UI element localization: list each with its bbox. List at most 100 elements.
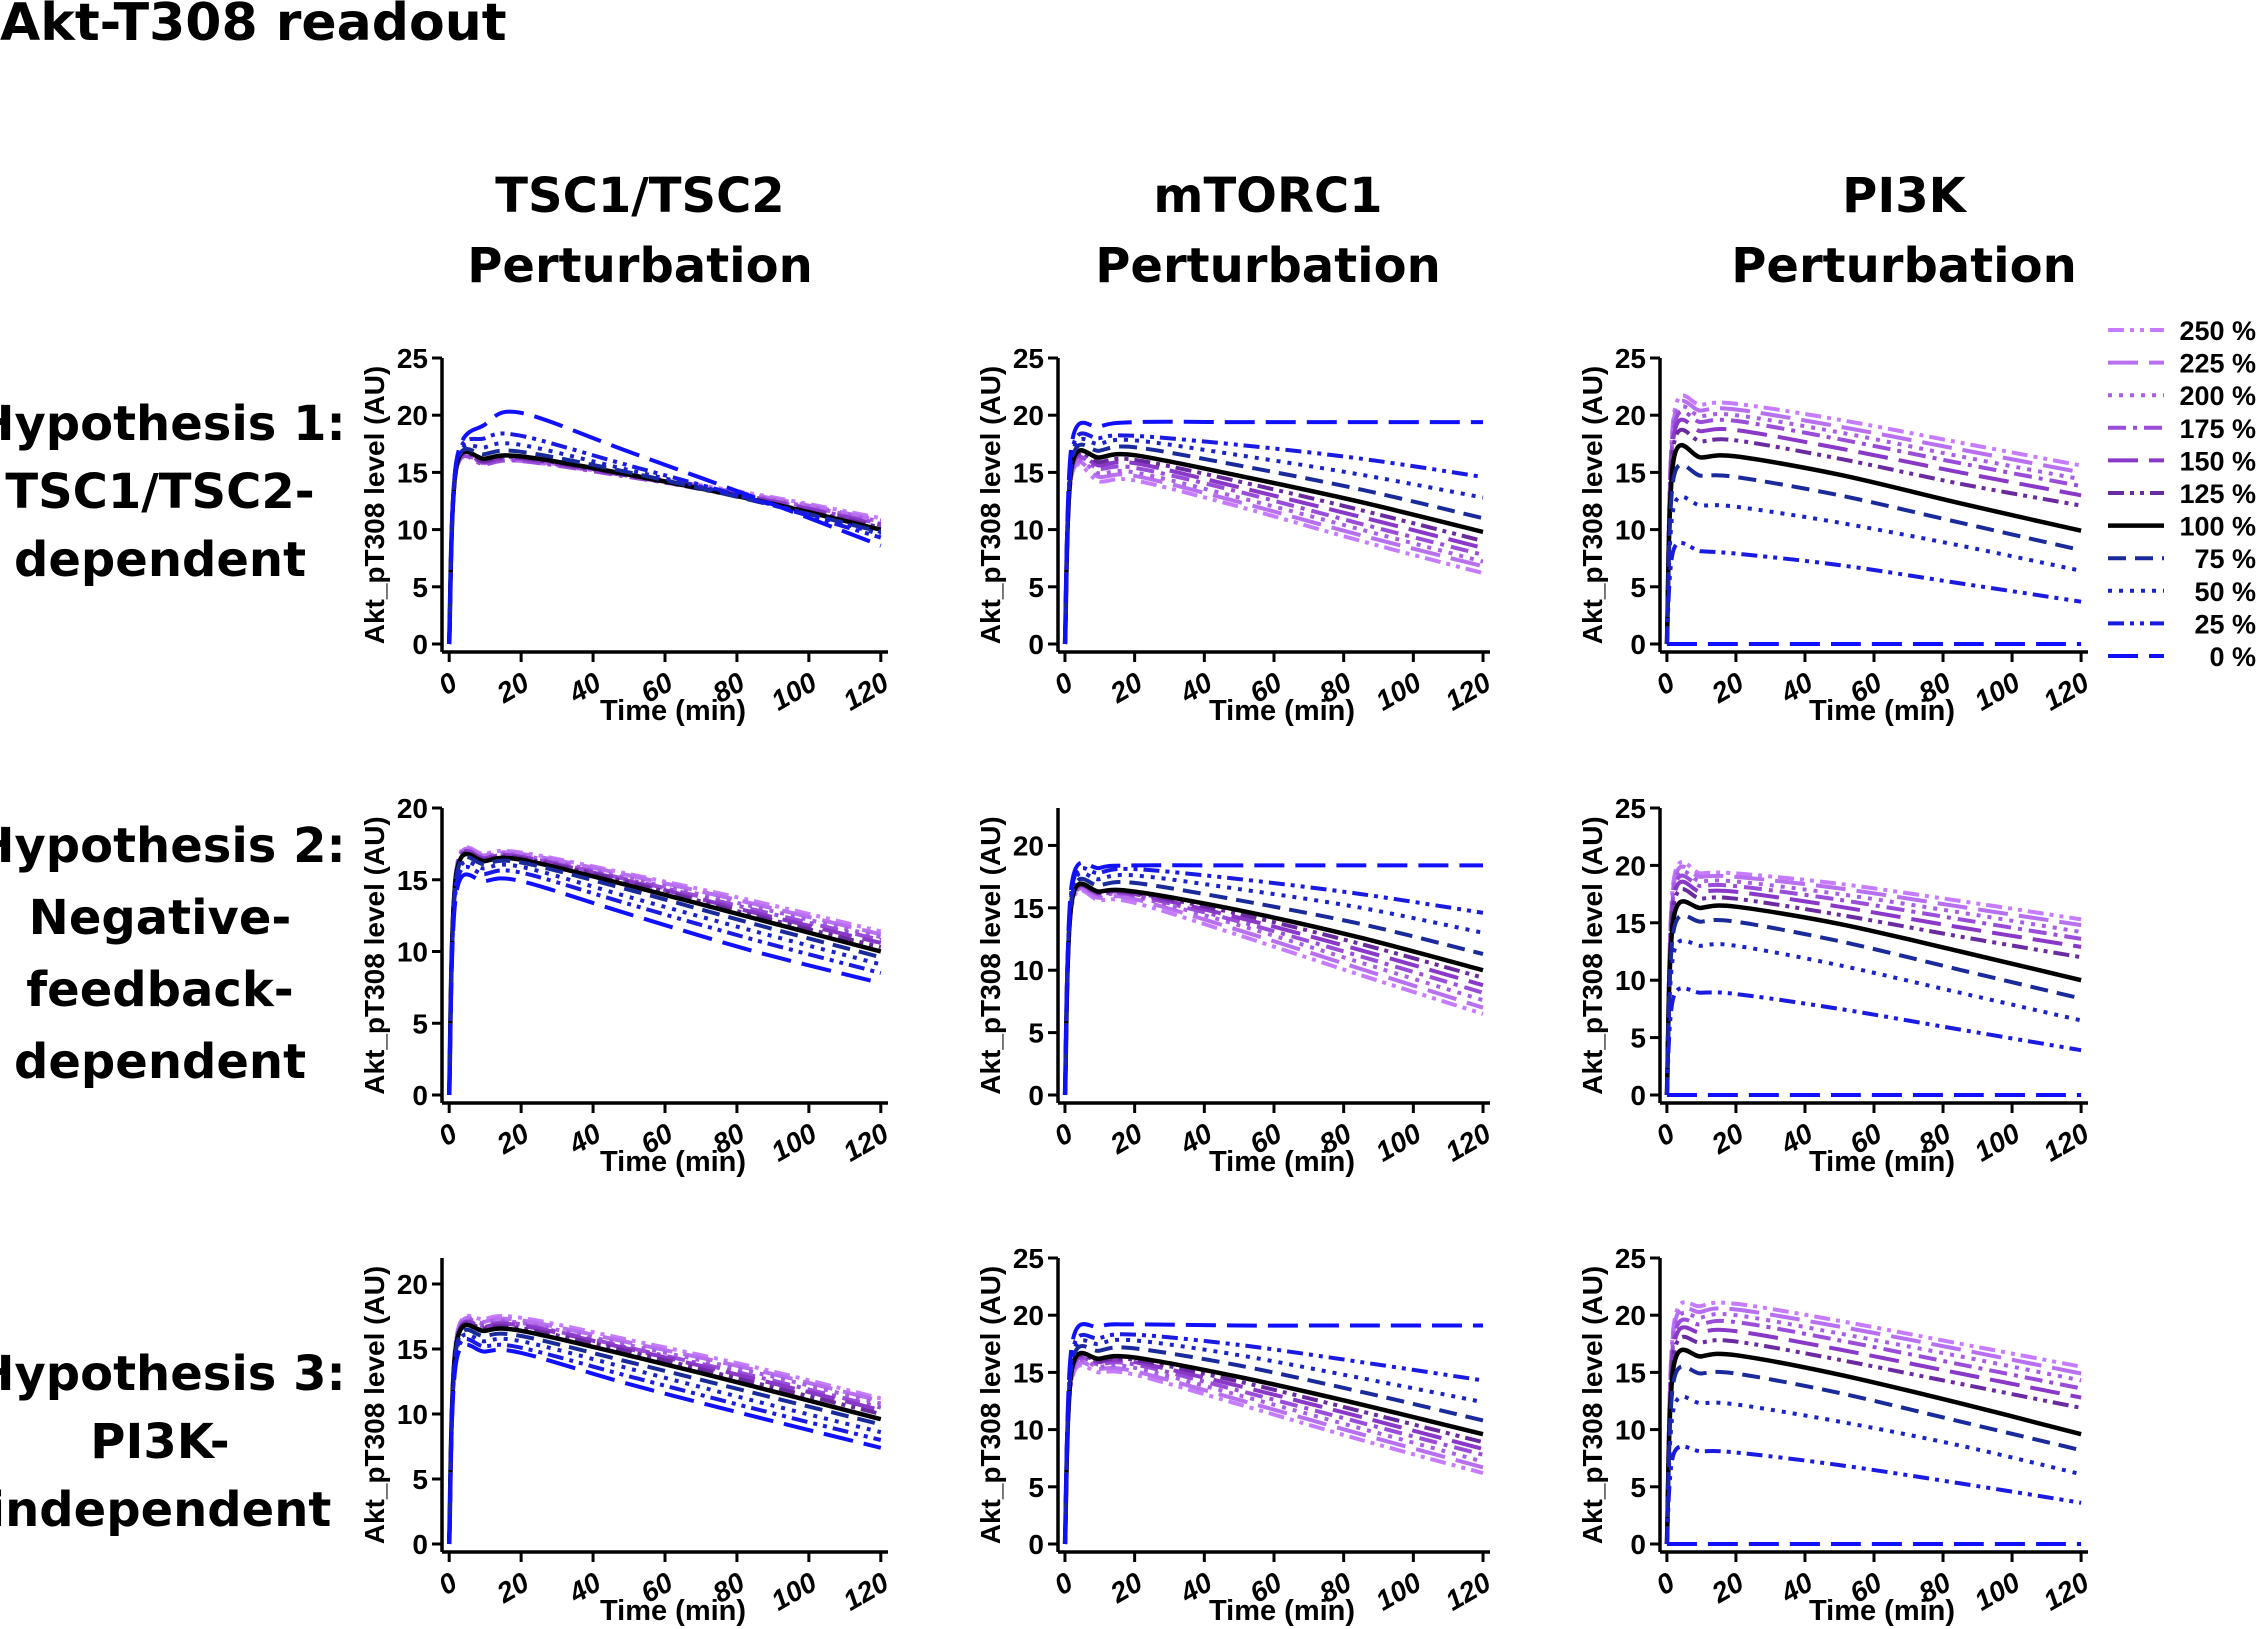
y-tick-label: 0 bbox=[412, 1080, 428, 1111]
legend-label: 0 % bbox=[2209, 642, 2256, 672]
series-line bbox=[1664, 1300, 2082, 1545]
series-line bbox=[447, 847, 882, 1096]
x-tick-label: 20 bbox=[491, 1566, 535, 1609]
series-line bbox=[447, 431, 882, 645]
series-line bbox=[447, 447, 882, 645]
x-tick-label: 120 bbox=[2038, 1566, 2094, 1616]
series-line bbox=[1063, 436, 1484, 645]
figure-title: Akt-T308 readout bbox=[0, 0, 507, 53]
y-tick-label: 0 bbox=[412, 1529, 428, 1560]
row-header-line: dependent bbox=[14, 1034, 306, 1090]
column-header-line: PI3K bbox=[1842, 168, 1967, 224]
series-line bbox=[1063, 1363, 1484, 1545]
y-tick-label: 0 bbox=[1028, 1080, 1044, 1111]
series-line bbox=[1063, 462, 1484, 645]
legend-label: 50 % bbox=[2194, 577, 2256, 607]
legend: 250 %225 %200 %175 %150 %125 %100 %75 %5… bbox=[2108, 316, 2256, 672]
y-tick-label: 25 bbox=[1615, 1243, 1646, 1274]
series-line bbox=[1664, 899, 2082, 1096]
x-tick-label: 120 bbox=[2038, 1117, 2094, 1167]
column-header-line: Perturbation bbox=[1095, 238, 1441, 294]
series-line bbox=[1664, 462, 2082, 645]
x-tick-label: 20 bbox=[1706, 1117, 1750, 1160]
y-tick-label: 20 bbox=[1013, 400, 1044, 431]
x-tick-label: 20 bbox=[1104, 666, 1148, 709]
series-line bbox=[1063, 459, 1484, 645]
series-line bbox=[1664, 494, 2082, 645]
x-tick-label: 0 bbox=[1651, 1566, 1680, 1601]
series-line bbox=[1063, 1322, 1483, 1545]
series-line bbox=[447, 1319, 882, 1545]
y-tick-label: 10 bbox=[1615, 515, 1646, 546]
x-axis-title: Time (min) bbox=[600, 1595, 746, 1627]
x-tick-label: 100 bbox=[766, 1566, 822, 1616]
x-tick-label: 100 bbox=[766, 1117, 822, 1167]
series-line bbox=[1063, 884, 1484, 1096]
column-header-line: Perturbation bbox=[467, 238, 813, 294]
legend-label: 100 % bbox=[2179, 512, 2256, 542]
column-header-line: mTORC1 bbox=[1153, 168, 1382, 224]
x-tick-label: 120 bbox=[838, 1117, 894, 1167]
series-line bbox=[1664, 1394, 2082, 1545]
x-tick-label: 100 bbox=[1370, 666, 1426, 716]
x-tick-label: 0 bbox=[433, 1117, 462, 1152]
x-axis-title: Time (min) bbox=[600, 1146, 746, 1178]
series-line bbox=[1063, 452, 1484, 645]
series-line bbox=[1063, 1360, 1484, 1545]
y-axis-title: Akt_pT308 level (AU) bbox=[975, 816, 1006, 1095]
series-line bbox=[1063, 876, 1484, 1096]
y-axis-title: Akt_pT308 level (AU) bbox=[359, 1266, 390, 1545]
x-tick-label: 0 bbox=[433, 666, 462, 701]
row-header-line: TSC1/TSC2- bbox=[5, 464, 314, 520]
x-tick-label: 120 bbox=[1440, 1117, 1496, 1167]
y-axis-title: Akt_pT308 level (AU) bbox=[359, 816, 390, 1095]
y-tick-label: 5 bbox=[1028, 572, 1044, 603]
series-line bbox=[1664, 1444, 2082, 1545]
series-line bbox=[1664, 913, 2082, 1096]
row-header-line: Hypothesis 2: bbox=[0, 818, 346, 874]
y-tick-label: 5 bbox=[1028, 1472, 1044, 1503]
x-tick-label: 0 bbox=[1049, 1566, 1078, 1601]
y-tick-label: 10 bbox=[397, 515, 428, 546]
y-tick-label: 20 bbox=[397, 1269, 428, 1300]
y-tick-label: 0 bbox=[1028, 1529, 1044, 1560]
legend-label: 200 % bbox=[2179, 381, 2256, 411]
series-line bbox=[1664, 938, 2082, 1096]
y-tick-label: 15 bbox=[1615, 457, 1646, 488]
y-tick-label: 10 bbox=[397, 937, 428, 968]
legend-label: 250 % bbox=[2179, 316, 2256, 346]
y-axis-title: Akt_pT308 level (AU) bbox=[1577, 1266, 1608, 1545]
x-tick-label: 0 bbox=[1049, 1117, 1078, 1152]
legend-label: 150 % bbox=[2179, 446, 2256, 476]
y-tick-label: 10 bbox=[1615, 1415, 1646, 1446]
series-line bbox=[1063, 871, 1484, 1096]
series-line bbox=[1063, 419, 1483, 645]
y-tick-label: 20 bbox=[397, 400, 428, 431]
legend-label: 125 % bbox=[2179, 479, 2256, 509]
y-tick-label: 10 bbox=[1013, 955, 1044, 986]
legend-label: 225 % bbox=[2179, 349, 2256, 379]
y-tick-label: 15 bbox=[397, 457, 428, 488]
x-axis-title: Time (min) bbox=[1209, 1146, 1355, 1178]
row-header-line: Hypothesis 1: bbox=[0, 396, 346, 452]
y-axis-title: Akt_pT308 level (AU) bbox=[1577, 816, 1608, 1095]
x-axis-title: Time (min) bbox=[1809, 695, 1955, 727]
y-tick-label: 20 bbox=[1615, 850, 1646, 881]
series-line bbox=[1063, 883, 1484, 1096]
series-line bbox=[1664, 1334, 2082, 1545]
series-line bbox=[1664, 986, 2082, 1096]
y-tick-label: 10 bbox=[1615, 965, 1646, 996]
series-line bbox=[1664, 1305, 2082, 1545]
x-tick-label: 20 bbox=[1104, 1117, 1148, 1160]
row-header-line: independent bbox=[0, 1482, 331, 1538]
series-line bbox=[446, 449, 882, 645]
row-header-line: feedback- bbox=[26, 962, 293, 1018]
y-tick-label: 5 bbox=[1630, 572, 1646, 603]
series-line bbox=[1062, 448, 1484, 645]
series-line bbox=[447, 855, 882, 1096]
